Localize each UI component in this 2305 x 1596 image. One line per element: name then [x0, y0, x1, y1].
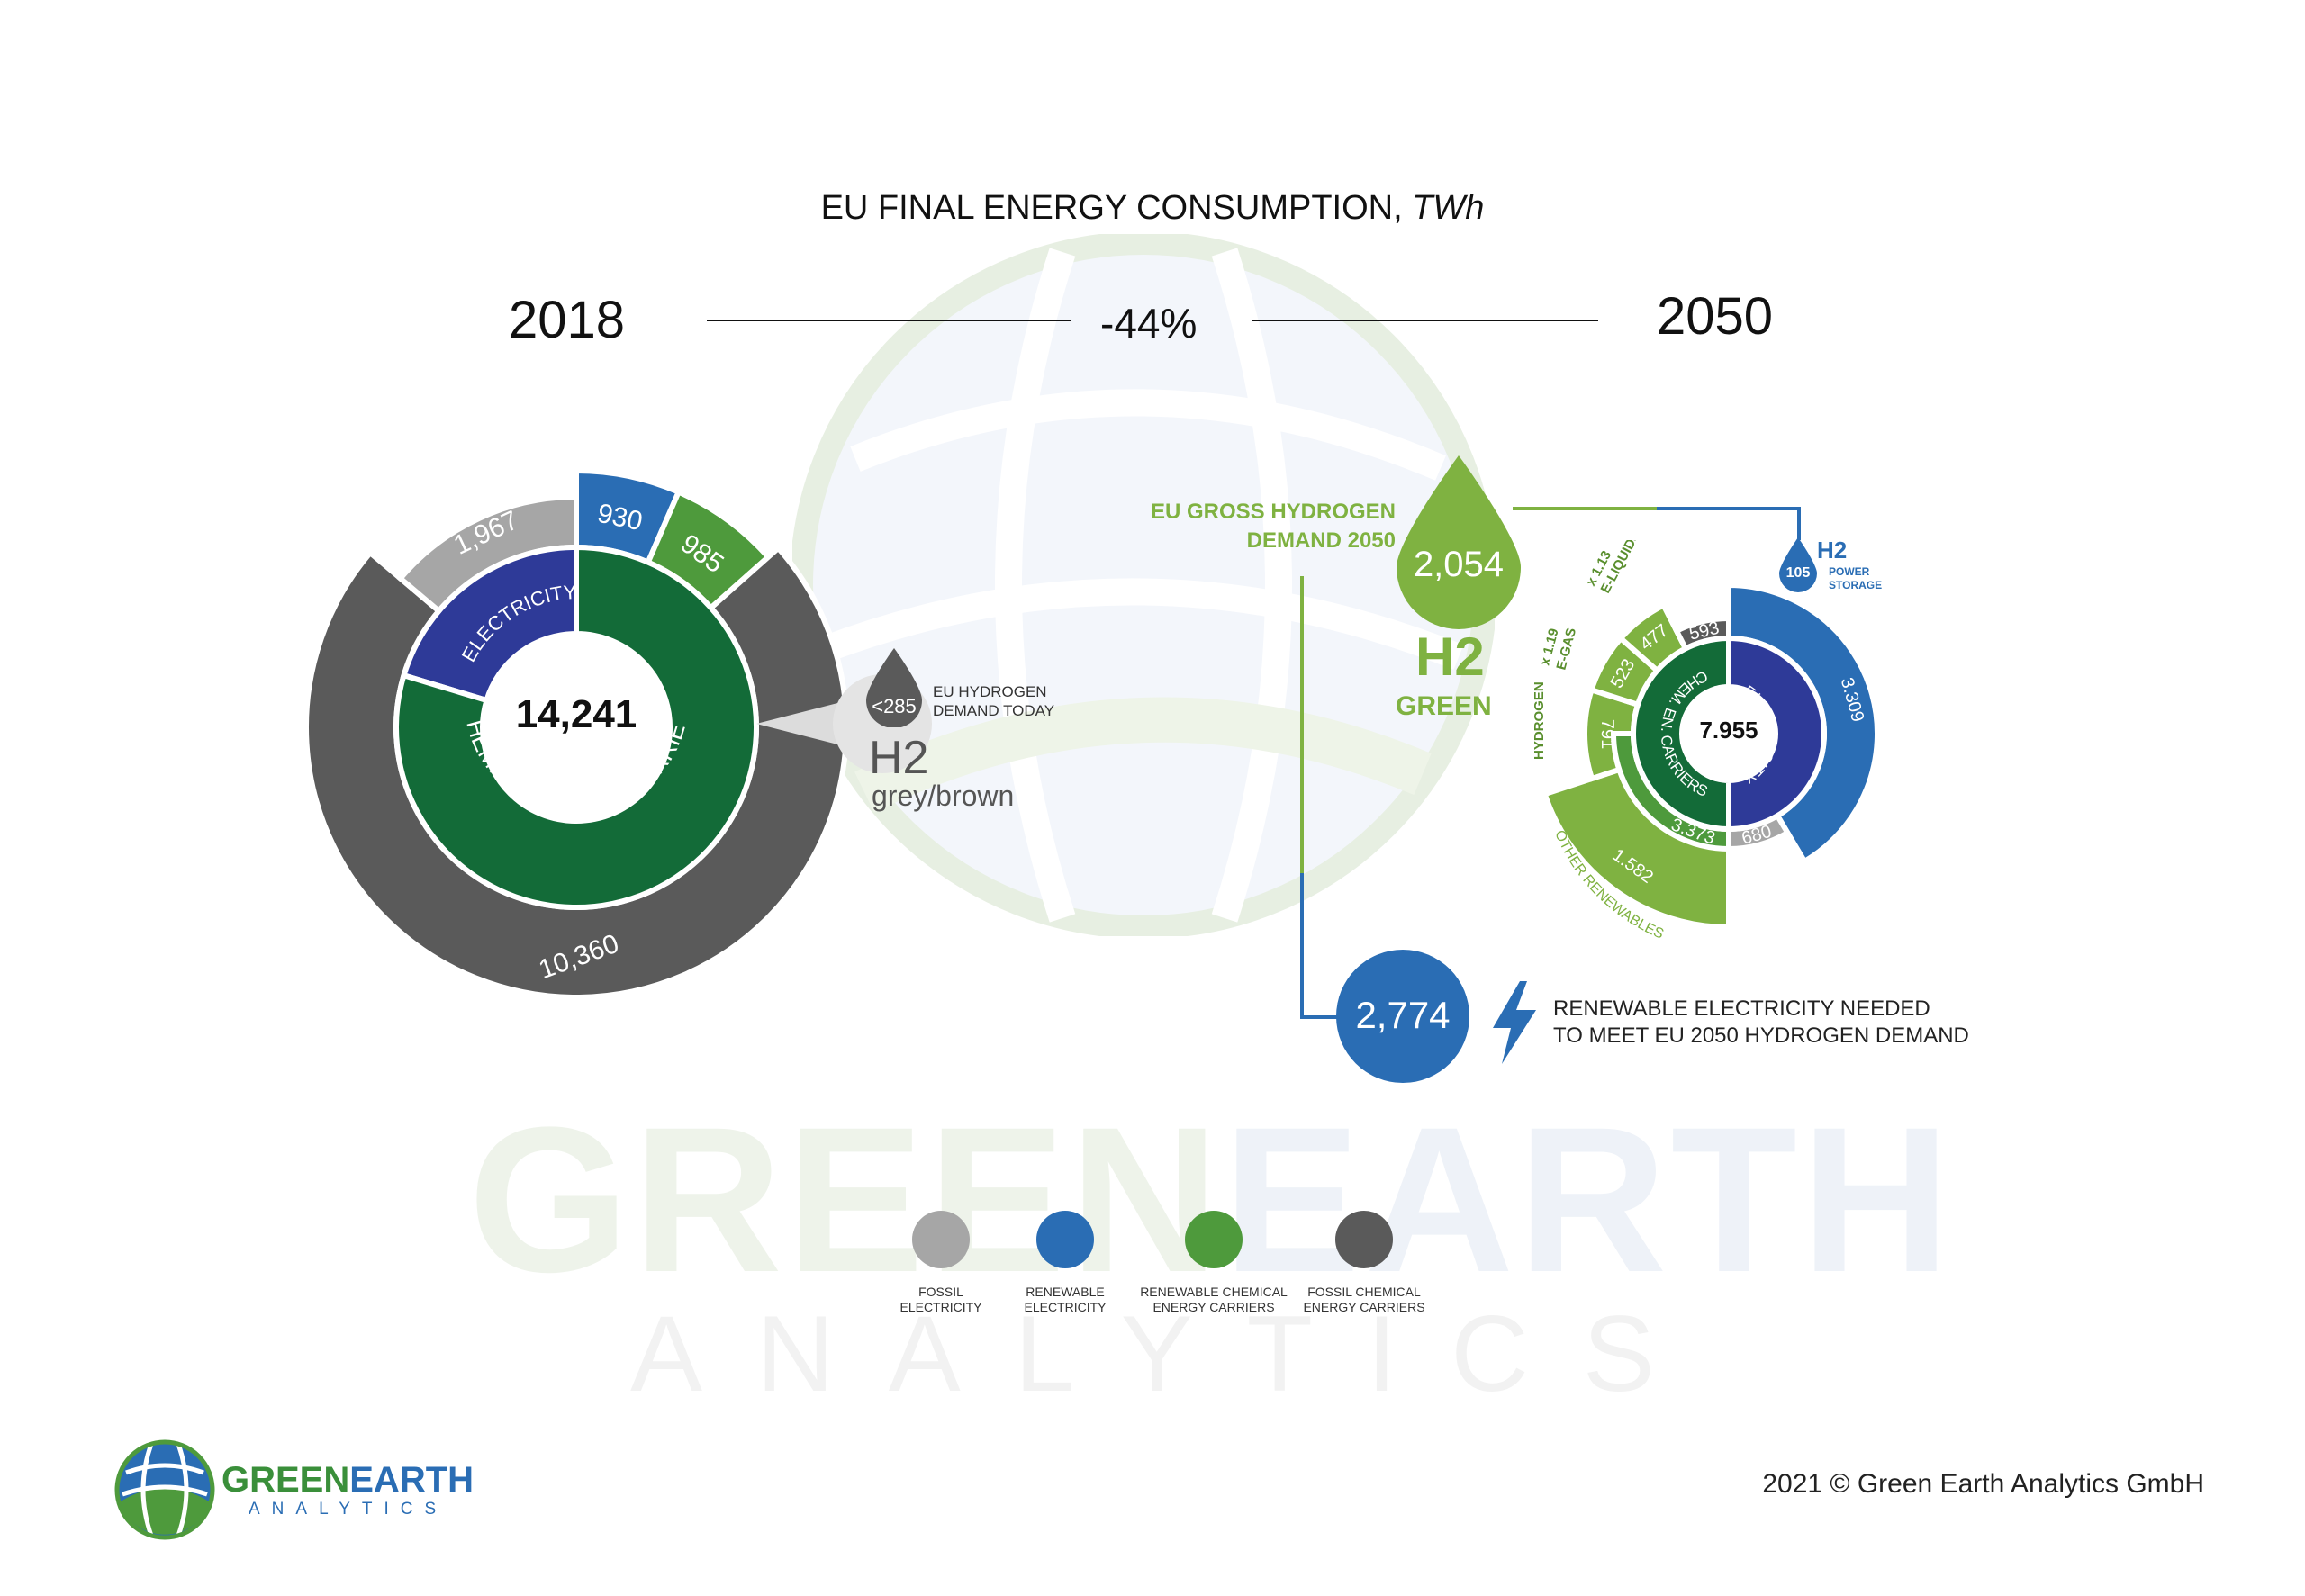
- legend-label-2: ELECTRICITY: [899, 1300, 982, 1314]
- title-text: EU FINAL ENERGY CONSUMPTION,: [820, 189, 1403, 227]
- legend-label-1: FOSSIL: [918, 1285, 963, 1299]
- legend-label-1: RENEWABLE: [1026, 1285, 1105, 1299]
- logo-subtitle: ANALYTICS: [249, 1500, 448, 1519]
- inner-segment-electricity: [400, 544, 579, 704]
- copyright: 2021 © Green Earth Analytics GmbH: [1762, 1469, 2204, 1499]
- h2-today-kind: grey/brown: [872, 780, 1015, 812]
- legend: FOSSIL ELECTRICITY RENEWABLE ELECTRICITY…: [864, 1211, 1477, 1319]
- legend-item-fossil-electricity: FOSSIL ELECTRICITY: [864, 1211, 1017, 1315]
- h2-today-value: <285: [872, 695, 917, 717]
- year-right: 2050: [1657, 287, 1774, 346]
- droplet-icon-green: [1397, 455, 1521, 629]
- total-2050: 7.955: [1699, 717, 1758, 744]
- connector-line-right: [1252, 320, 1598, 321]
- droplet-icon: [866, 648, 922, 727]
- legend-item-renewable-electricity: RENEWABLE ELECTRICITY: [989, 1211, 1142, 1315]
- h2-storage-caption: POWER STORAGE: [1829, 565, 1882, 592]
- h2-2050-caption: EU GROSS HYDROGEN DEMAND 2050: [1080, 498, 1396, 555]
- h2-today-caption-2: DEMAND TODAY: [933, 702, 1055, 719]
- year-left: 2018: [509, 291, 626, 349]
- watermark-title: GREENEARTH: [468, 1080, 1954, 1319]
- renewable-needed-line-2: TO MEET EU 2050 HYDROGEN DEMAND: [1553, 1023, 1969, 1048]
- legend-label-2: ELECTRICITY: [1024, 1300, 1107, 1314]
- h2-2050-kind: GREEN: [1396, 691, 1492, 721]
- renewable-needed-circle: [1336, 950, 1469, 1083]
- h2-2050-caption-2: DEMAND 2050: [1246, 528, 1396, 553]
- h2-2050-caption-1: EU GROSS HYDROGEN: [1150, 500, 1396, 524]
- chart-title: EU FINAL ENERGY CONSUMPTION, TWh: [0, 189, 2305, 228]
- logo-text: GREENEARTH: [221, 1460, 474, 1501]
- legend-label-1: RENEWABLE CHEMICAL: [1140, 1285, 1288, 1299]
- total-2018: 14,241: [516, 692, 637, 736]
- h2-2050-symbol: H2: [1415, 627, 1485, 687]
- h2-2050-value: 2,054: [1413, 545, 1505, 584]
- legend-label-1: FOSSIL CHEMICAL: [1307, 1285, 1421, 1299]
- logo-green: GREEN: [221, 1460, 350, 1500]
- h2-today-symbol: H2: [869, 732, 929, 784]
- title-unit: TWh: [1412, 189, 1485, 227]
- h2-storage-symbol: H2: [1817, 537, 1848, 564]
- droplet-icon-blue: [1779, 537, 1817, 592]
- h2-storage-caption-2: STORAGE: [1829, 579, 1883, 591]
- legend-label-2: ENERGY CARRIERS: [1303, 1300, 1425, 1314]
- legend-item-fossil-chemical: FOSSIL CHEMICAL ENERGY CARRIERS: [1288, 1211, 1441, 1315]
- legend-item-renewable-chemical: RENEWABLE CHEMICAL ENERGY CARRIERS: [1137, 1211, 1290, 1315]
- h2-today-caption-1: EU HYDROGEN: [933, 683, 1047, 700]
- hydrogen-note: HYDROGEN: [1532, 681, 1547, 760]
- legend-swatch: [1335, 1211, 1393, 1268]
- legend-swatch: [1185, 1211, 1243, 1268]
- renewable-needed-line-1: RENEWABLE ELECTRICITY NEEDED: [1553, 996, 1930, 1021]
- watermark-blue: EARTH: [1222, 1084, 1955, 1315]
- lightning-icon: [1493, 981, 1536, 1064]
- logo-globe-icon: [114, 1439, 215, 1540]
- change-label: -44%: [1100, 300, 1198, 347]
- connector-line-left: [707, 320, 1071, 321]
- h2-storage-value: 105: [1785, 565, 1811, 581]
- h2-today-caption: EU HYDROGEN DEMAND TODAY: [933, 682, 1054, 720]
- renewable-needed-value: 2,774: [1355, 994, 1451, 1036]
- inner-segment-electricity-2050: [1726, 635, 1827, 833]
- watermark-green: GREEN: [468, 1084, 1223, 1315]
- inner-segment-chemical-core-2050: [1631, 635, 1731, 833]
- logo-blue: EARTH: [349, 1460, 475, 1500]
- legend-swatch: [1036, 1211, 1094, 1268]
- legend-label-2: ENERGY CARRIERS: [1152, 1300, 1275, 1314]
- renewable-needed-text: RENEWABLE ELECTRICITY NEEDED TO MEET EU …: [1553, 996, 1969, 1050]
- h2-storage-caption-1: POWER: [1829, 565, 1870, 578]
- legend-swatch: [912, 1211, 970, 1268]
- watermark-subtitle: ANALYTICS: [630, 1294, 1709, 1414]
- inner-segment-chemical: [393, 544, 759, 910]
- connector-lines-2050: [1300, 507, 1801, 1019]
